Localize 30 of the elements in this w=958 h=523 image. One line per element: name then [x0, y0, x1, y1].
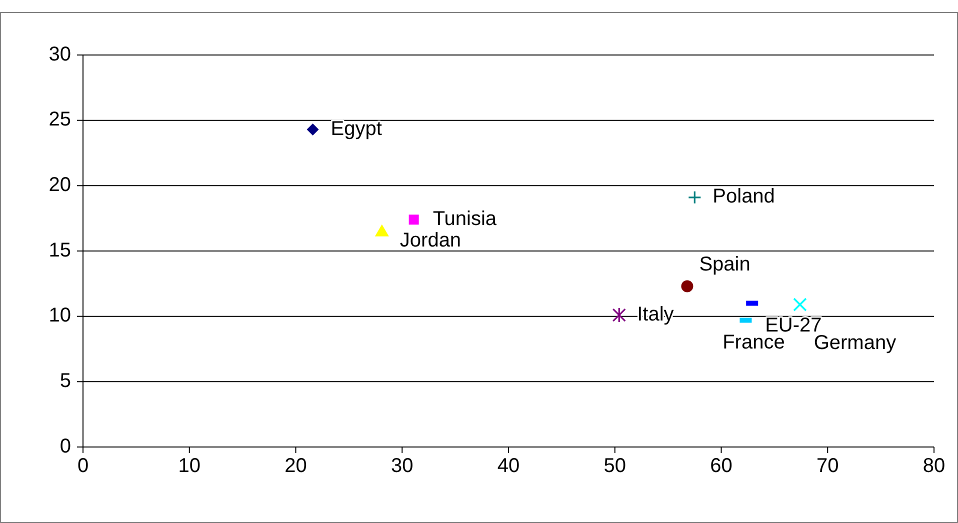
- point: [681, 280, 694, 292]
- y-tick-label: 0: [60, 435, 71, 458]
- x-tick-label: 10: [178, 455, 200, 477]
- x-tick-label: 80: [922, 455, 946, 477]
- point: [793, 298, 807, 312]
- x-tick-label: 50: [604, 455, 626, 477]
- x-tick-label: 70: [816, 455, 839, 477]
- y-tick-label: 25: [48, 108, 71, 131]
- y-tick-label: 10: [48, 304, 71, 327]
- y-tick-label: 20: [48, 174, 71, 196]
- x-tick-label: 60: [710, 455, 732, 477]
- y-tick-label: 15: [48, 239, 71, 262]
- y-tick-label: 30: [48, 43, 71, 66]
- x-tick-label: 0: [77, 455, 89, 477]
- series-label: Germany: [814, 332, 896, 354]
- x-tick-label: 30: [391, 455, 414, 477]
- x-tick-label: 40: [497, 455, 520, 477]
- x-tick-label: 20: [284, 455, 307, 477]
- series-label: Egypt: [330, 118, 382, 140]
- series-label: Spain: [699, 254, 750, 276]
- series-label: Poland: [712, 186, 775, 208]
- point: [688, 190, 702, 204]
- point: [612, 307, 626, 323]
- point: [374, 224, 389, 236]
- series-label: Jordan: [400, 230, 462, 252]
- series-label: Tunisia: [432, 208, 498, 230]
- point: [306, 123, 319, 136]
- point: [408, 214, 419, 225]
- y-tick-label: 5: [60, 370, 71, 392]
- series-label: France: [722, 332, 785, 354]
